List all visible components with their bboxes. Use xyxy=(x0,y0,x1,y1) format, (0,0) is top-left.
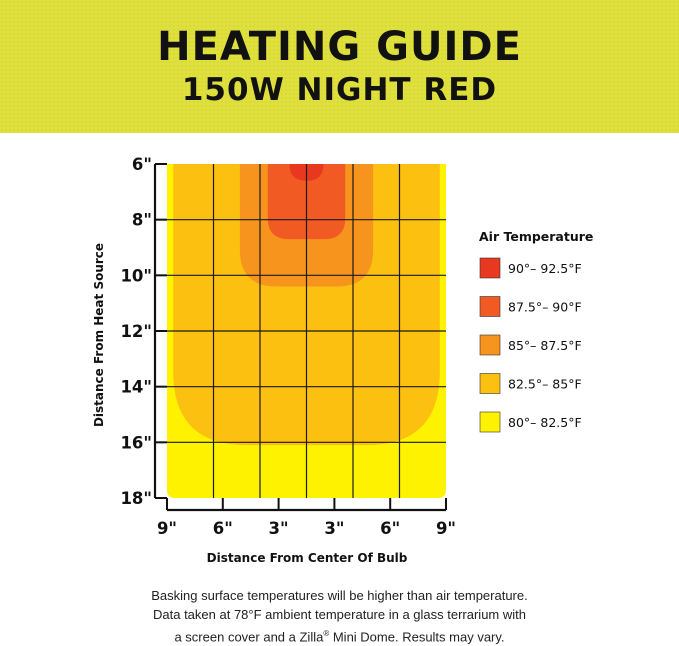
header-banner xyxy=(0,0,679,133)
x-tick-label: 3" xyxy=(269,519,289,538)
y-tick-label: 8" xyxy=(132,211,152,230)
x-tick-label: 3" xyxy=(324,519,344,538)
registered-mark: ® xyxy=(323,629,330,638)
x-tick-label: 6" xyxy=(213,519,233,538)
y-tick-label: 10" xyxy=(120,266,152,285)
y-tick-label: 12" xyxy=(120,322,152,341)
page-title: HEATING GUIDE xyxy=(157,24,522,70)
footnote: Basking surface temperatures will be hig… xyxy=(0,586,679,646)
y-axis-ticks: 6" 8" 10" 12" 14" 16" 18" xyxy=(120,155,167,508)
legend-title: Air Temperature xyxy=(479,229,593,244)
footnote-line-3-start: a screen cover and a Zilla xyxy=(174,629,324,645)
legend-label: 82.5°– 85°F xyxy=(508,377,582,392)
x-tick-label: 6" xyxy=(380,519,400,538)
legend-swatch xyxy=(479,373,501,394)
legend-label: 90°– 92.5°F xyxy=(508,261,582,276)
grid-lines xyxy=(167,164,446,498)
legend: 90°– 92.5°F 87.5°– 90°F 85°– 87.5°F 82.5°– … xyxy=(479,257,582,433)
legend-label: 80°– 82.5°F xyxy=(508,415,582,430)
legend-swatch xyxy=(479,411,501,433)
x-axis-ticks: 9" 6" 3" 3" 6" 9" xyxy=(157,498,456,538)
y-axis-label: Distance From Heat Source xyxy=(92,243,106,427)
legend-swatch xyxy=(479,257,501,279)
page-subtitle: 150W NIGHT RED xyxy=(181,72,498,108)
footnote-line-2: Data taken at 78°F ambient temperature i… xyxy=(153,607,526,622)
footnote-line-3: a screen cover and a Zilla® Mini Dome. R… xyxy=(0,624,679,646)
footnote-line-3-end: Mini Dome. Results may vary. xyxy=(329,629,505,645)
legend-swatch xyxy=(479,334,501,356)
x-tick-label: 9" xyxy=(157,519,177,538)
y-tick-label: 6" xyxy=(132,155,152,174)
legend-swatch xyxy=(479,296,501,317)
x-axis-label: Distance From Center Of Bulb xyxy=(207,551,408,565)
y-tick-label: 16" xyxy=(120,433,152,452)
heating-chart: 6" 8" 10" 12" 14" 16" 18" 9" 6" 3" 3" 6" 9" Distanc… xyxy=(92,155,593,565)
x-tick-label: 9" xyxy=(436,519,456,538)
y-tick-label: 18" xyxy=(120,489,152,508)
y-tick-label: 14" xyxy=(120,378,152,397)
legend-label: 85°– 87.5°F xyxy=(508,338,582,353)
legend-label: 87.5°– 90°F xyxy=(508,300,582,315)
footnote-line-1: Basking surface temperatures will be hig… xyxy=(151,588,528,603)
